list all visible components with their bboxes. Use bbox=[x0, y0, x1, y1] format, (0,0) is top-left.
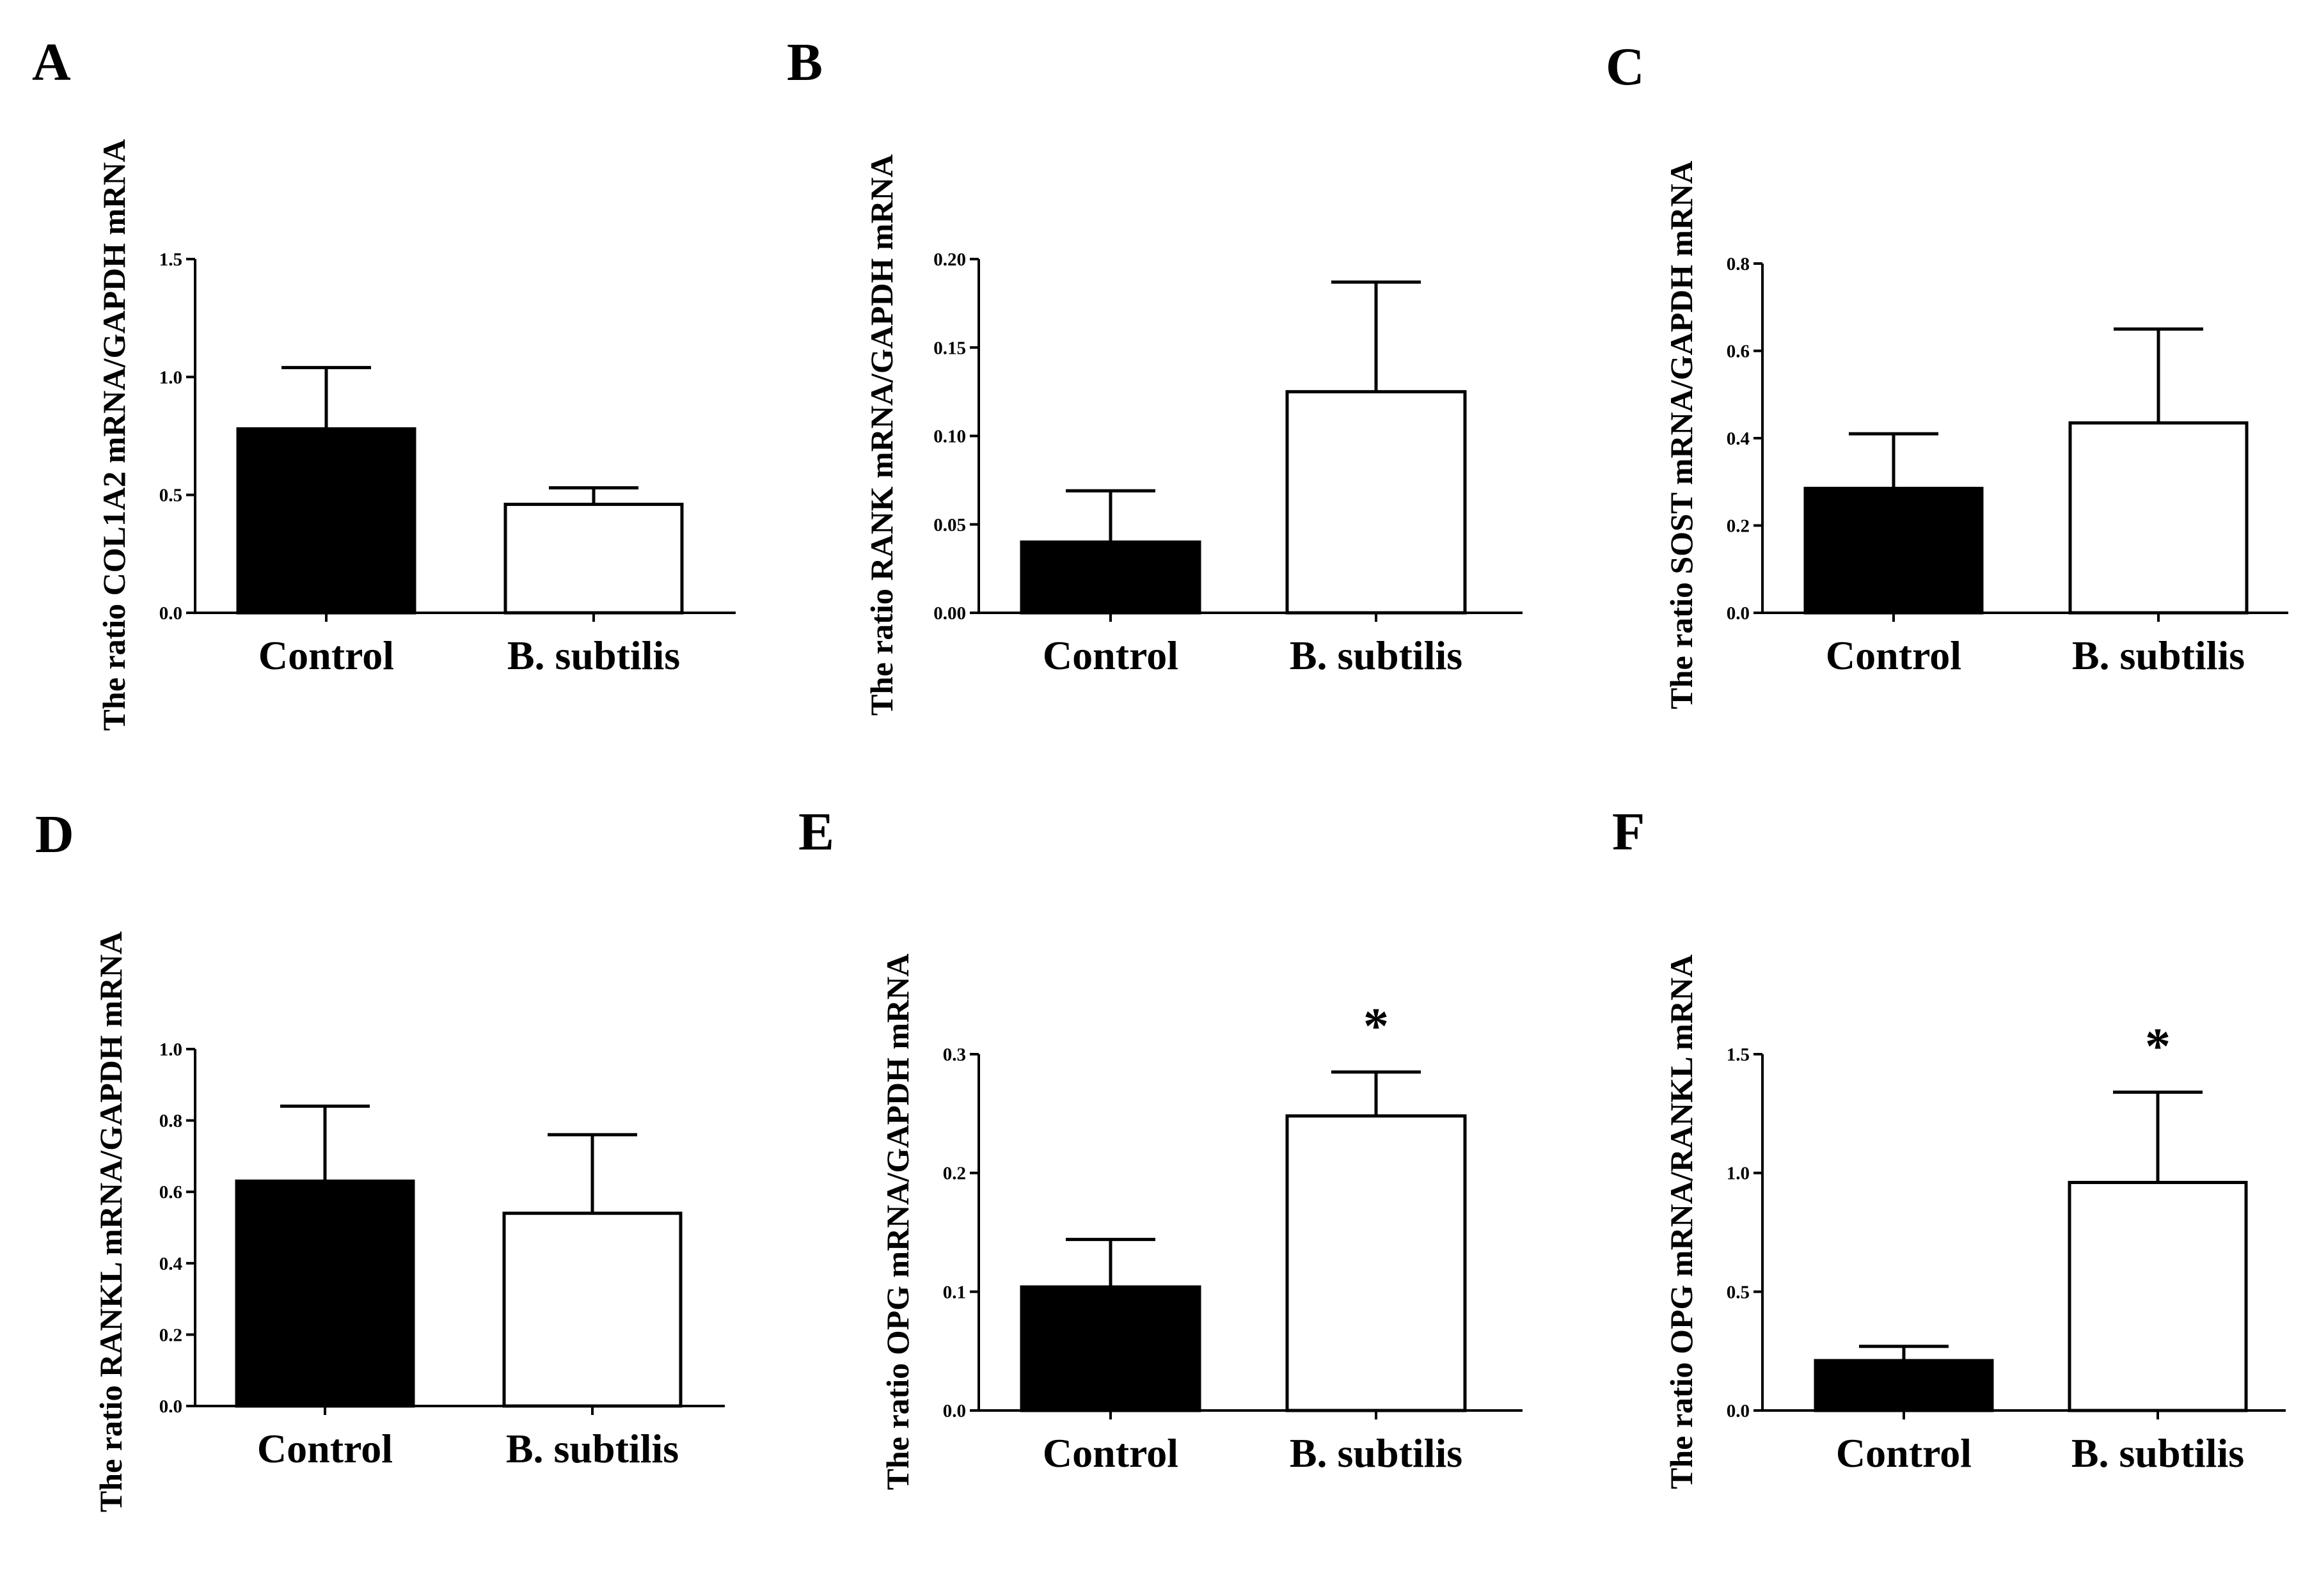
x-tick-label: Control bbox=[1043, 1430, 1178, 1476]
panel-c: C The ratio SOST mRNA/GAPDH mRNA 0.0 0.2 0.4… bbox=[1606, 37, 2288, 709]
x-tick-label: Control bbox=[1043, 633, 1178, 678]
bar-b-subtilis bbox=[1285, 1114, 1467, 1412]
y-tick-label: 0.8 bbox=[1727, 254, 1750, 274]
panel-letter: B bbox=[787, 33, 823, 92]
y-tick-label: 1.5 bbox=[159, 249, 182, 270]
y-axis-label: The ratio COL1A2 mRNA/GAPDH mRNA bbox=[96, 139, 132, 731]
y-tick-label: 0.3 bbox=[943, 1045, 966, 1065]
x-tick-label: B. subtilis bbox=[1290, 1430, 1462, 1476]
y-tick-label: 0.8 bbox=[159, 1111, 182, 1132]
panel-letter: C bbox=[1606, 37, 1645, 97]
y-tick-label: 0.00 bbox=[933, 603, 966, 624]
panel-letter: D bbox=[35, 805, 74, 864]
y-tick-label: 0.6 bbox=[159, 1182, 182, 1203]
y-tick-label: 0.5 bbox=[1727, 1282, 1750, 1302]
y-tick-label: 0.2 bbox=[943, 1164, 966, 1184]
y-tick-label: 0.05 bbox=[933, 515, 966, 535]
panel-letter: E bbox=[798, 802, 834, 862]
y-tick-label: 0.15 bbox=[933, 338, 966, 358]
y-tick-label: 0.0 bbox=[159, 1396, 182, 1417]
bar-b-subtilis bbox=[2068, 421, 2249, 615]
y-tick-label: 0.6 bbox=[1727, 342, 1750, 362]
y-tick-label: 0.2 bbox=[159, 1325, 182, 1345]
x-tick-label: Control bbox=[1836, 1430, 1972, 1476]
bar-control bbox=[236, 427, 416, 615]
bar-control bbox=[1814, 1359, 1994, 1412]
panel-d: D The ratio RANKL mRNA/GAPDH mRNA 0.0 0.2 0.… bbox=[35, 805, 725, 1512]
panel-e: E The ratio OPG mRNA/GAPDH mRNA 0.0 0.1 0.2 0… bbox=[798, 802, 1523, 1490]
bar-control bbox=[1803, 486, 1984, 615]
y-tick-label: 0.0 bbox=[1727, 1401, 1750, 1421]
y-tick-label: 0.0 bbox=[943, 1401, 966, 1421]
x-tick-label: Control bbox=[1826, 633, 1961, 678]
y-tick-label: 0.5 bbox=[159, 486, 182, 506]
x-tick-label: B. subtilis bbox=[506, 1426, 679, 1471]
y-tick-label: 1.0 bbox=[159, 367, 182, 388]
bar-b-subtilis bbox=[502, 1212, 683, 1408]
significance-marker: * bbox=[1363, 999, 1389, 1055]
bar-control bbox=[1020, 1285, 1201, 1412]
y-axis-label: The ratio RANKL mRNA/GAPDH mRNA bbox=[93, 931, 129, 1512]
panel-b: B The ratio RANK mRNA/GAPDH mRNA 0.00 0.05 0… bbox=[787, 33, 1523, 716]
x-tick-label: Control bbox=[257, 1426, 393, 1471]
y-axis-label: The ratio RANK mRNA/GAPDH mRNA bbox=[864, 154, 899, 716]
y-tick-label: 0.4 bbox=[1727, 429, 1750, 449]
y-tick-label: 1.0 bbox=[159, 1039, 182, 1060]
bar-control bbox=[235, 1179, 415, 1408]
panel-letter: A bbox=[32, 33, 71, 92]
x-tick-label: B. subtilis bbox=[2072, 633, 2245, 678]
y-tick-label: 0.10 bbox=[933, 427, 966, 447]
bar-b-subtilis bbox=[503, 502, 684, 615]
bar-control bbox=[1020, 540, 1201, 615]
y-tick-label: 0.0 bbox=[1727, 603, 1750, 624]
y-tick-label: 0.0 bbox=[159, 603, 182, 624]
y-tick-label: 0.1 bbox=[943, 1282, 966, 1302]
bar-b-subtilis bbox=[1285, 390, 1467, 615]
y-tick-label: 0.20 bbox=[933, 249, 966, 270]
y-tick-label: 0.2 bbox=[1727, 516, 1750, 537]
y-axis-label: The ratio SOST mRNA/GAPDH mRNA bbox=[1663, 161, 1699, 709]
y-tick-label: 1.5 bbox=[1727, 1045, 1750, 1065]
y-axis-label: The ratio OPG mRNA/RANKL mRNA bbox=[1663, 954, 1699, 1489]
x-tick-label: B. subtilis bbox=[507, 633, 680, 678]
panel-f: F The ratio OPG mRNA/RANKL mRNA 0.0 0.5 1.0 1… bbox=[1612, 802, 2286, 1489]
y-tick-label: 0.4 bbox=[159, 1254, 182, 1274]
significance-marker: * bbox=[2145, 1018, 2171, 1075]
x-tick-label: B. subtilis bbox=[1290, 633, 1462, 678]
panel-letter: F bbox=[1612, 802, 1645, 862]
y-tick-label: 1.0 bbox=[1727, 1164, 1750, 1184]
x-tick-label: B. subtilis bbox=[2071, 1430, 2244, 1476]
y-axis-label: The ratio OPG mRNA/GAPDH mRNA bbox=[880, 954, 915, 1490]
bar-b-subtilis bbox=[2068, 1181, 2248, 1412]
panel-a: A The ratio COL1A2 mRNA/GAPDH mRNA 0.0 0.5 1… bbox=[32, 33, 736, 731]
x-tick-label: Control bbox=[258, 633, 394, 678]
